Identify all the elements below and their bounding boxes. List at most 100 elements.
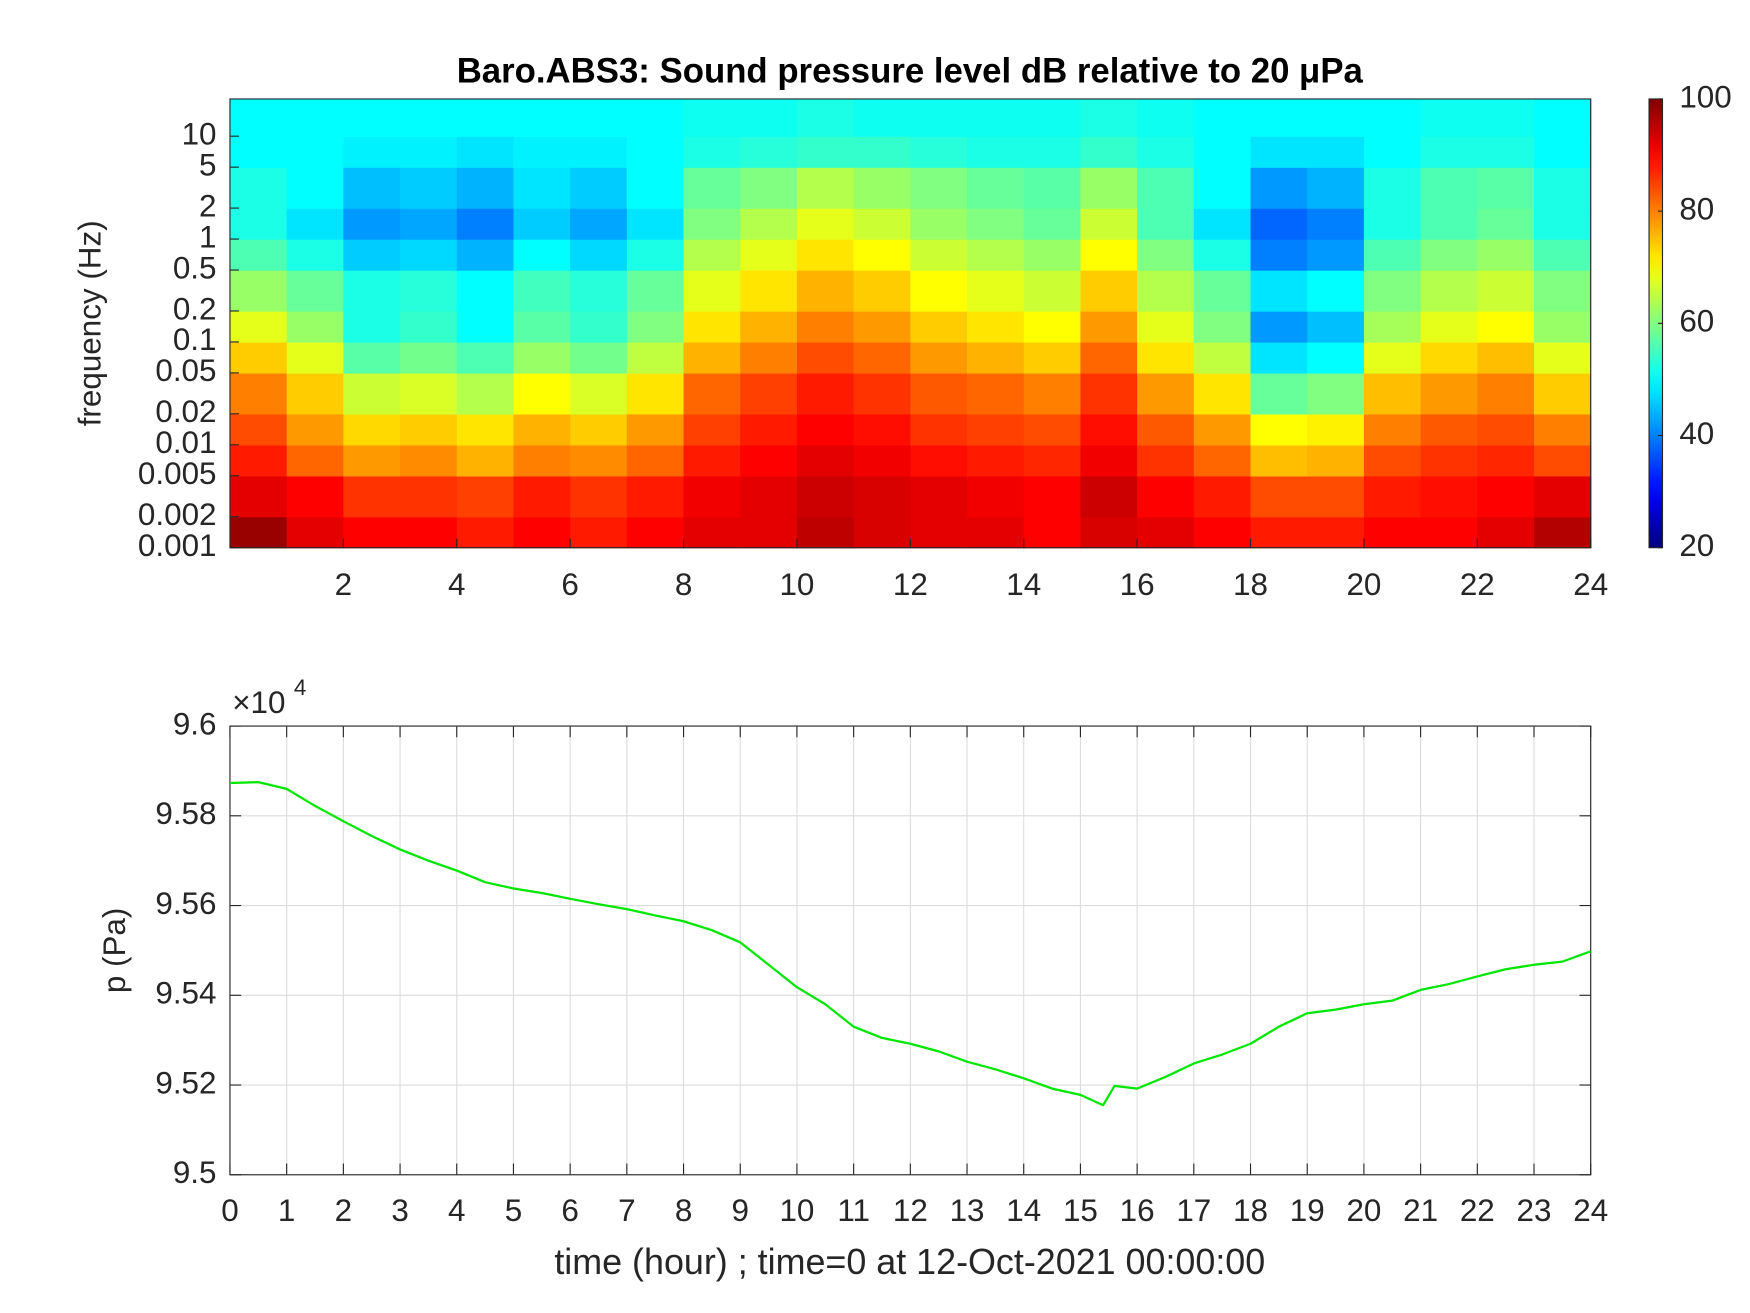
heatmap-cell <box>910 516 968 549</box>
heatmap-cell <box>1193 167 1252 209</box>
heatmap-cell <box>1363 239 1422 271</box>
heatmap-cell <box>286 167 345 209</box>
heatmap-cell <box>853 98 912 137</box>
x-tick-label: 6 <box>561 1193 578 1228</box>
heatmap-cell <box>796 413 855 446</box>
heatmap-cell <box>910 98 968 137</box>
heatmap-cell <box>570 444 628 477</box>
heatmap-cell <box>400 270 458 312</box>
y-tick-label: 10 <box>182 116 217 151</box>
heatmap-cell <box>853 341 912 374</box>
y-tick-label: 0.5 <box>173 250 217 285</box>
heatmap-cell <box>229 136 288 168</box>
heatmap-cell <box>910 444 968 477</box>
heatmap-cell <box>626 516 685 549</box>
heatmap-cell <box>456 444 515 477</box>
heatmap-cell <box>456 239 515 271</box>
heatmap-cell <box>286 516 345 549</box>
heatmap-cell <box>400 208 458 240</box>
heatmap-cell <box>853 310 912 343</box>
heatmap-cell <box>1307 444 1365 477</box>
heatmap-cell <box>1023 239 1082 271</box>
heatmap-cell <box>683 208 741 240</box>
heatmap-cell <box>1023 208 1082 240</box>
y-tick-label: 1 <box>199 219 216 254</box>
heatmap-cell <box>1137 208 1195 240</box>
heatmap-cell <box>1534 98 1592 137</box>
y-axis-label: p (Pa) <box>97 908 132 994</box>
heatmap-cell <box>626 341 685 374</box>
heatmap-cell <box>1080 239 1138 271</box>
heatmap-cell <box>1023 98 1082 137</box>
heatmap-cell <box>513 444 571 477</box>
x-tick-label: 16 <box>1120 1193 1155 1228</box>
x-tick-label: 11 <box>837 1193 870 1228</box>
heatmap-cell <box>1250 475 1308 518</box>
x-tick-label: 10 <box>779 567 814 602</box>
heatmap-cell <box>1477 239 1535 271</box>
heatmap-cell <box>513 372 571 415</box>
x-tick-label: 13 <box>950 1193 985 1228</box>
heatmap-cell <box>286 372 345 415</box>
heatmap-cell <box>1477 444 1535 477</box>
heatmap-cell <box>1420 136 1478 168</box>
heatmap-cell <box>796 136 855 168</box>
heatmap-cell <box>1137 239 1195 271</box>
heatmap-cell <box>853 167 912 209</box>
heatmap-cell <box>1080 413 1138 446</box>
heatmap-cell <box>1363 98 1422 137</box>
heatmap-cell <box>1137 167 1195 209</box>
colorbar-tick-label: 60 <box>1679 304 1714 339</box>
x-tick-label: 4 <box>448 567 465 602</box>
x-tick-label: 9 <box>732 1193 749 1228</box>
heatmap-cell <box>570 516 628 549</box>
heatmap-cell <box>740 310 798 343</box>
heatmap-cell <box>1420 413 1478 446</box>
heatmap-cell <box>1193 239 1252 271</box>
x-tick-label: 21 <box>1403 1193 1438 1228</box>
heatmap-cell <box>1420 239 1478 271</box>
heatmap-cell <box>626 208 685 240</box>
heatmap-cell <box>626 136 685 168</box>
heatmap-cell <box>683 444 741 477</box>
heatmap-cell <box>1363 475 1422 518</box>
heatmap-cell <box>626 167 685 209</box>
heatmap-cell <box>1137 516 1195 549</box>
heatmap-cell <box>286 475 345 518</box>
heatmap-cell <box>400 516 458 549</box>
heatmap-cell <box>910 310 968 343</box>
heatmap-cell <box>400 475 458 518</box>
heatmap-cell <box>740 208 798 240</box>
heatmap-cell <box>1420 167 1478 209</box>
heatmap-cell <box>740 136 798 168</box>
heatmap-cell <box>626 372 685 415</box>
heatmap-cell <box>513 516 571 549</box>
y-tick-label: 2 <box>199 188 216 223</box>
heatmap-cell <box>1363 516 1422 549</box>
heatmap-cell <box>513 270 571 312</box>
heatmap-cell <box>229 98 288 137</box>
x-tick-label: 8 <box>675 567 692 602</box>
heatmap-cell <box>967 516 1025 549</box>
heatmap-cell <box>1307 167 1365 209</box>
heatmap-cell <box>1307 136 1365 168</box>
heatmap-cell <box>1137 270 1195 312</box>
heatmap-cell <box>1137 136 1195 168</box>
heatmap-cell <box>796 475 855 518</box>
x-tick-label: 24 <box>1573 567 1608 602</box>
heatmap-cell <box>967 341 1025 374</box>
heatmap-cell <box>910 136 968 168</box>
x-tick-label: 23 <box>1517 1193 1552 1228</box>
y-tick-label: 0.02 <box>155 394 216 429</box>
heatmap-cell <box>967 413 1025 446</box>
y-tick-label: 0.01 <box>155 425 216 460</box>
heatmap-cell <box>740 167 798 209</box>
heatmap-cell <box>967 208 1025 240</box>
heatmap-cell <box>229 310 288 343</box>
heatmap-cell <box>626 239 685 271</box>
heatmap-cell <box>910 208 968 240</box>
heatmap-cell <box>1307 516 1365 549</box>
heatmap-cell <box>456 372 515 415</box>
heatmap-cell <box>286 136 345 168</box>
heatmap-cell <box>1080 341 1138 374</box>
